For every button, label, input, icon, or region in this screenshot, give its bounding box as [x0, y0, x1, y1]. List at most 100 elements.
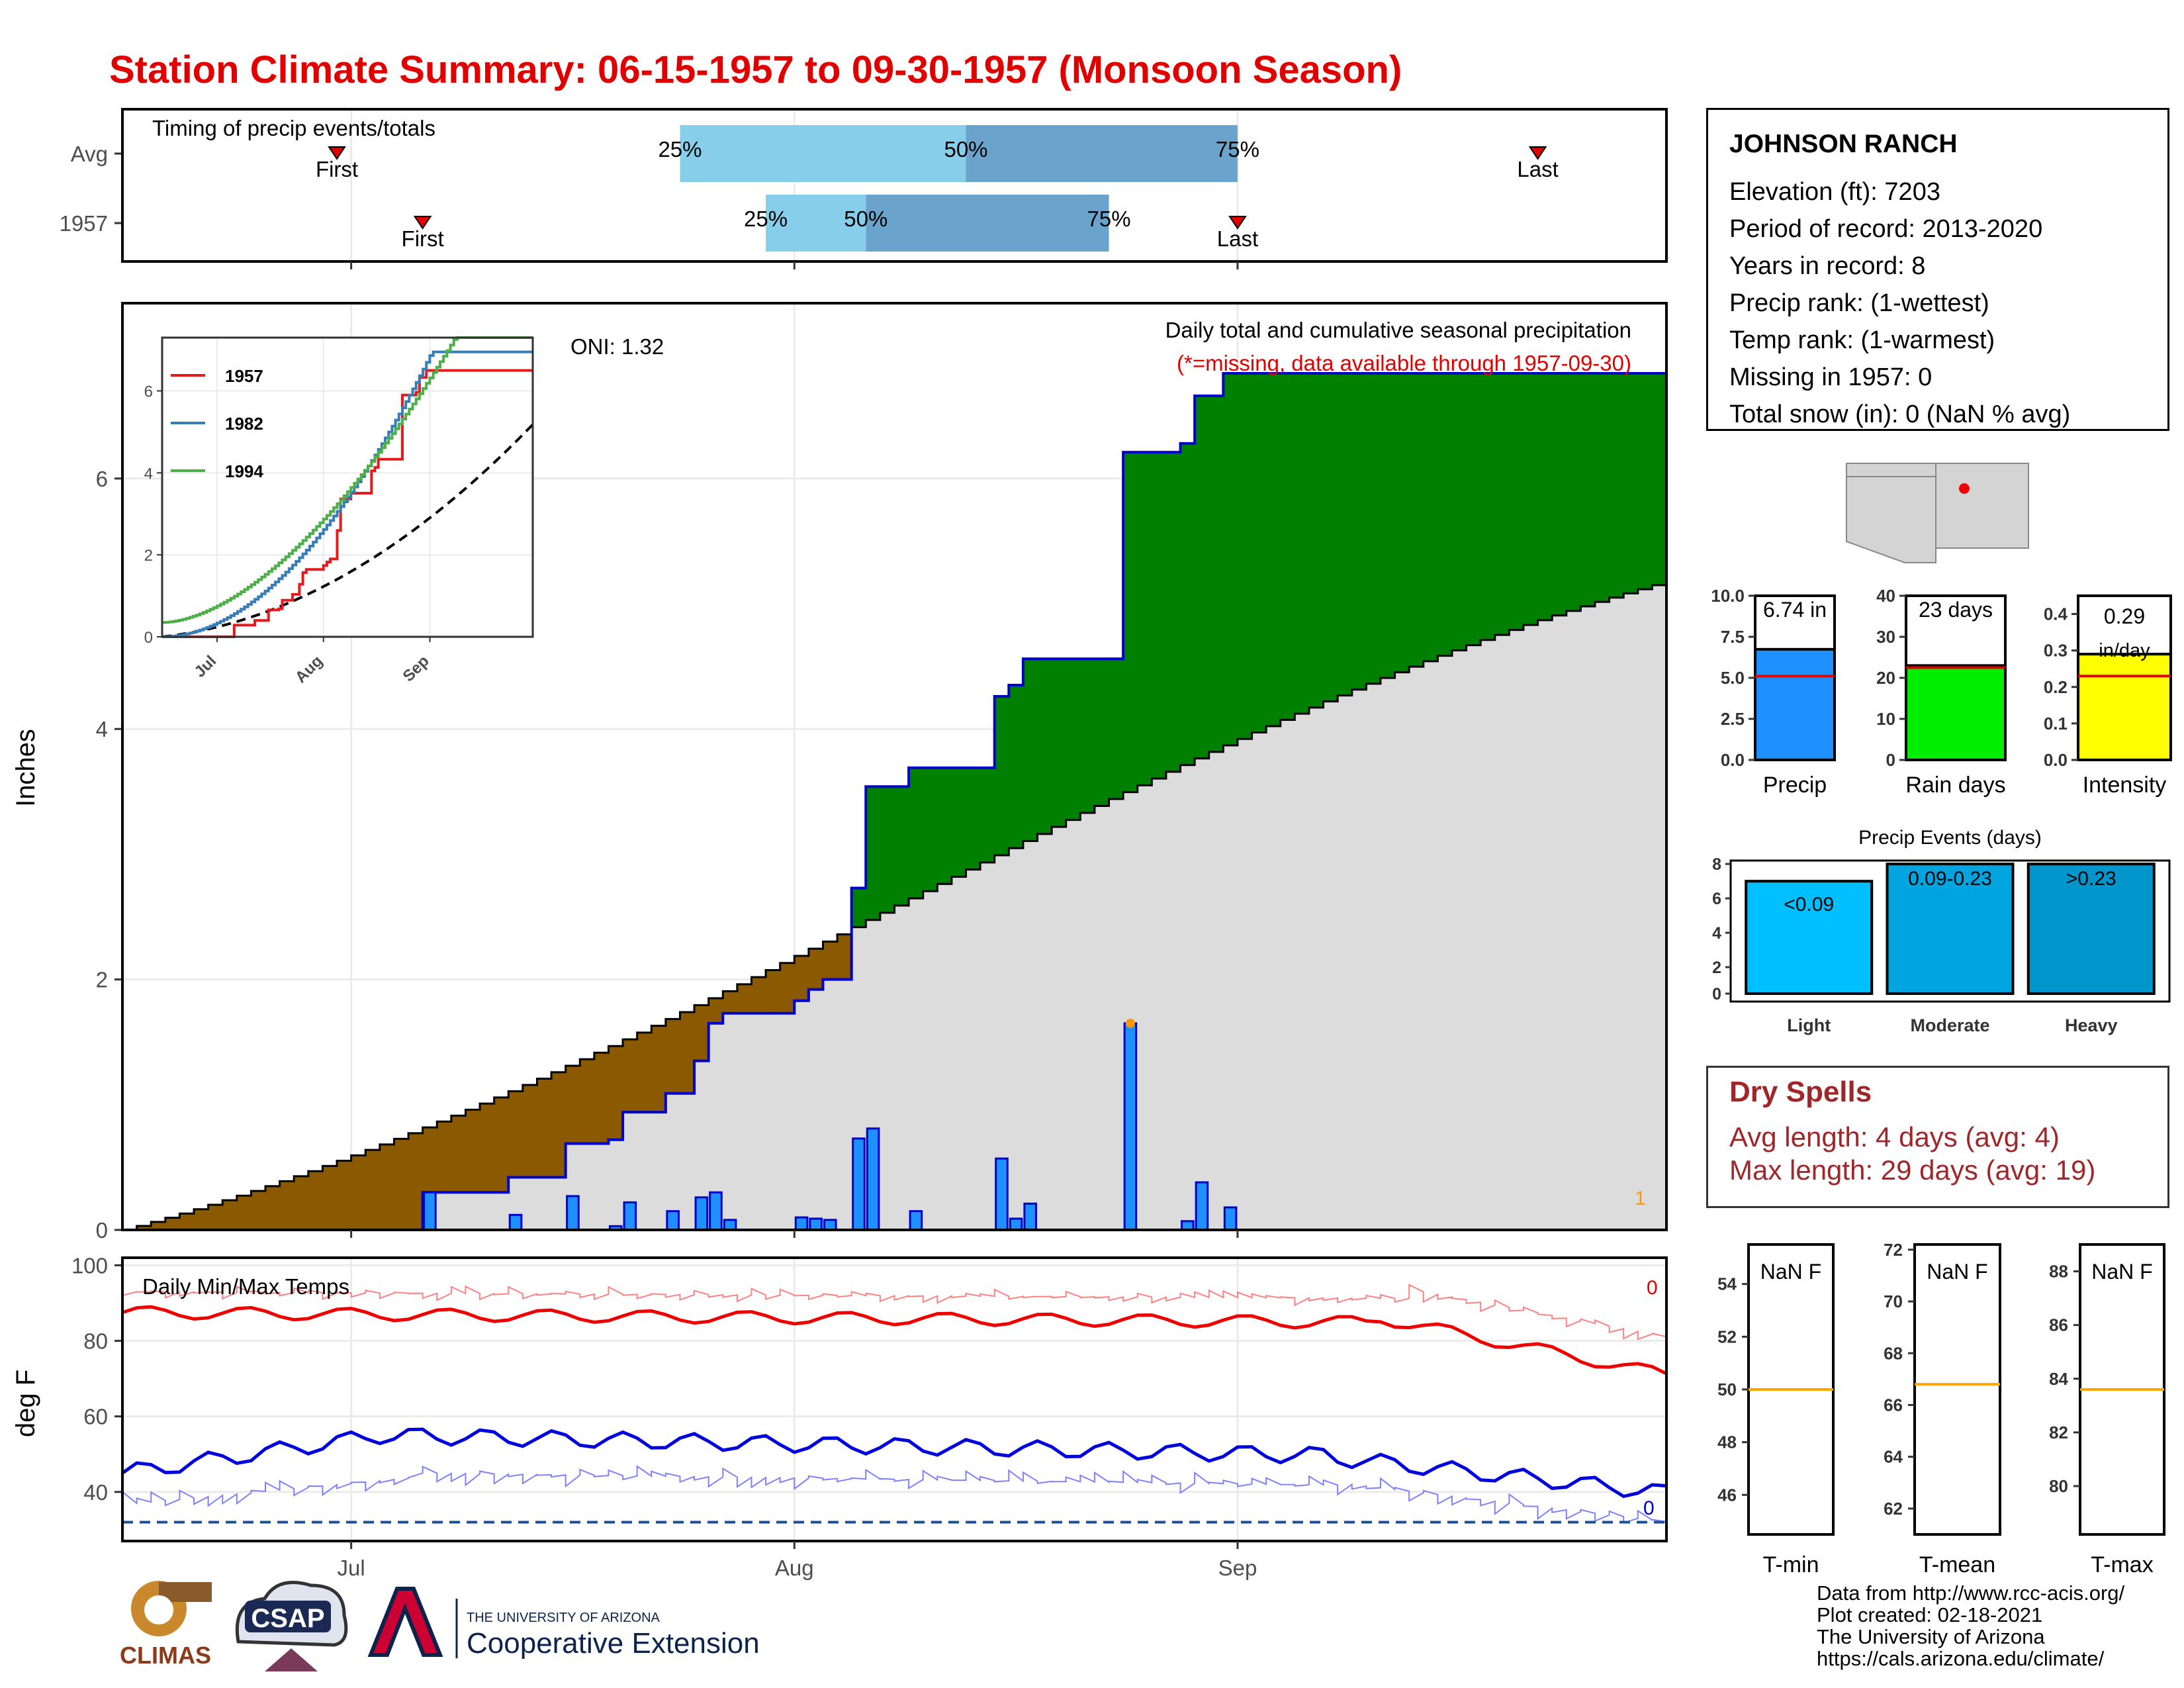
y-tick-label: 4 — [1712, 924, 1721, 943]
first-event-label: First — [402, 226, 444, 251]
footer-url: https://cals.arizona.edu/climate/ — [1817, 1647, 2105, 1670]
csap-mountain-icon — [265, 1648, 318, 1671]
y-tick-label: 88 — [2049, 1262, 2068, 1282]
y-tick-label: 84 — [2049, 1369, 2068, 1389]
surplus-area — [1237, 373, 1253, 739]
surplus-area — [1052, 659, 1067, 827]
station-snow: Total snow (in): 0 (NaN % avg) — [1729, 400, 2071, 428]
y-tick-label: 86 — [2049, 1315, 2068, 1335]
y-tick-label: 80 — [2049, 1476, 2068, 1496]
station-name: JOHNSON RANCH — [1729, 130, 1958, 158]
last-event-label: Last — [1517, 157, 1558, 181]
deficit-area — [365, 1150, 381, 1230]
y-tick-label: 0 — [1712, 985, 1721, 1004]
deficit-area — [594, 1053, 610, 1144]
deficit-area — [351, 1155, 366, 1230]
temp-summary-frame — [1913, 1243, 2001, 1536]
temp-summary-t-max: NaN F 80 82 84 86 88 T-max — [2049, 1243, 2165, 1577]
deficit-area — [494, 1097, 509, 1193]
summary-value-label: 0.29 — [2104, 604, 2145, 628]
deficit-area — [208, 1205, 223, 1230]
deficit-area — [165, 1217, 181, 1230]
deficit-area — [723, 991, 738, 1013]
surplus-area — [1165, 452, 1181, 772]
inset-y-tick-label: 6 — [144, 383, 153, 400]
timing-row-label: 1957 — [60, 211, 108, 236]
inset-y-tick-label: 4 — [144, 465, 153, 483]
daily-precip-bar — [723, 1219, 737, 1231]
summary-panel-intensity: 0.29 in/day 0.0 0.1 0.2 0.3 0.4 Intensity — [2044, 594, 2172, 798]
deficit-area — [737, 984, 752, 1013]
surplus-area — [1509, 373, 1524, 630]
surplus-area — [1580, 373, 1596, 606]
temp-summary-t-min: NaN F 46 48 50 52 54 T-min — [1717, 1243, 1835, 1577]
surplus-area — [1123, 452, 1138, 792]
avg-tmax-line — [122, 1284, 1667, 1340]
deficit-area — [680, 1011, 695, 1094]
footer-credits: Data from http://www.rcc-acis.org/ Plot … — [1817, 1582, 2124, 1669]
first-event-label: First — [316, 157, 358, 181]
deficit-area — [522, 1085, 538, 1178]
location-map — [1846, 463, 2029, 563]
surplus-area — [1109, 659, 1124, 800]
y-tick-label: 52 — [1717, 1327, 1737, 1346]
deficit-area — [136, 1226, 152, 1230]
daily-precip-bar — [1123, 1022, 1138, 1231]
surplus-area — [1251, 373, 1267, 733]
surplus-area — [1009, 685, 1024, 849]
y-tick-label: 2.5 — [1721, 709, 1745, 729]
y-tick-label: 6 — [1712, 890, 1721, 908]
deficit-area — [422, 1127, 437, 1193]
inset-frame — [161, 336, 534, 638]
tmin-line — [121, 1427, 1667, 1499]
deficit-area — [379, 1144, 395, 1230]
inset-background — [162, 338, 533, 637]
deficit-area — [322, 1166, 338, 1230]
daily-precip-bar — [1223, 1206, 1238, 1231]
deficit-area — [637, 1032, 652, 1113]
deficit-area — [651, 1025, 666, 1113]
surplus-area — [966, 767, 981, 870]
y-tick-label: 80 — [83, 1329, 108, 1354]
deficit-area — [437, 1121, 452, 1193]
precip-event-bar — [1886, 863, 2015, 995]
y-tick-label: 2 — [1712, 959, 1721, 977]
surplus-area — [1080, 659, 1095, 814]
oni-label: ONI: 1.32 — [570, 334, 664, 359]
daily-precip-bar — [852, 1137, 866, 1231]
deficit-area — [308, 1171, 324, 1230]
surplus-area — [1180, 443, 1195, 765]
temp-summary-category-label: T-max — [2091, 1552, 2153, 1577]
dry-spells-title: Dry Spells — [1729, 1076, 1872, 1108]
surplus-area — [1566, 373, 1581, 611]
y-tick-label: 6 — [96, 467, 108, 491]
surplus-area — [1280, 373, 1295, 720]
y-tick-label: 2 — [96, 968, 108, 992]
y-tick-label: 70 — [1884, 1291, 1903, 1311]
deficit-area — [551, 1072, 567, 1178]
surplus-area — [909, 767, 924, 899]
deficit-area — [394, 1139, 409, 1230]
temps-panel: Daily Min/Max Temps 0 0 40 60 80 100 deg F Jul Au… — [11, 1253, 1668, 1580]
deficit-area — [337, 1160, 352, 1230]
dry-spells-box: Dry Spells Avg length: 4 days (avg: 4) M… — [1706, 1066, 2169, 1208]
surplus-area — [1137, 452, 1152, 786]
surplus-area — [880, 786, 895, 913]
ua-line-1: THE UNIVERSITY OF ARIZONA — [467, 1611, 660, 1625]
temp-summary-category-label: T-min — [1763, 1552, 1819, 1577]
quartile-label: 75% — [1087, 207, 1130, 231]
summary-value-label: 23 days — [1919, 598, 1993, 622]
daily-precip-bar — [794, 1216, 809, 1231]
temp-summary-value-label: NaN F — [2091, 1260, 2152, 1284]
ua-line-2: Cooperative Extension — [467, 1627, 760, 1660]
precip-event-category: Heavy — [2065, 1015, 2118, 1035]
deficit-area — [580, 1059, 595, 1144]
precip-event-category: Light — [1787, 1015, 1831, 1035]
inset-series-line — [162, 336, 533, 624]
temps-title: Daily Min/Max Temps — [142, 1274, 349, 1299]
y-tick-label: 100 — [71, 1253, 108, 1278]
deficit-area — [151, 1221, 166, 1230]
surplus-area — [866, 786, 881, 920]
y-tick-label: 0.0 — [2044, 750, 2068, 770]
